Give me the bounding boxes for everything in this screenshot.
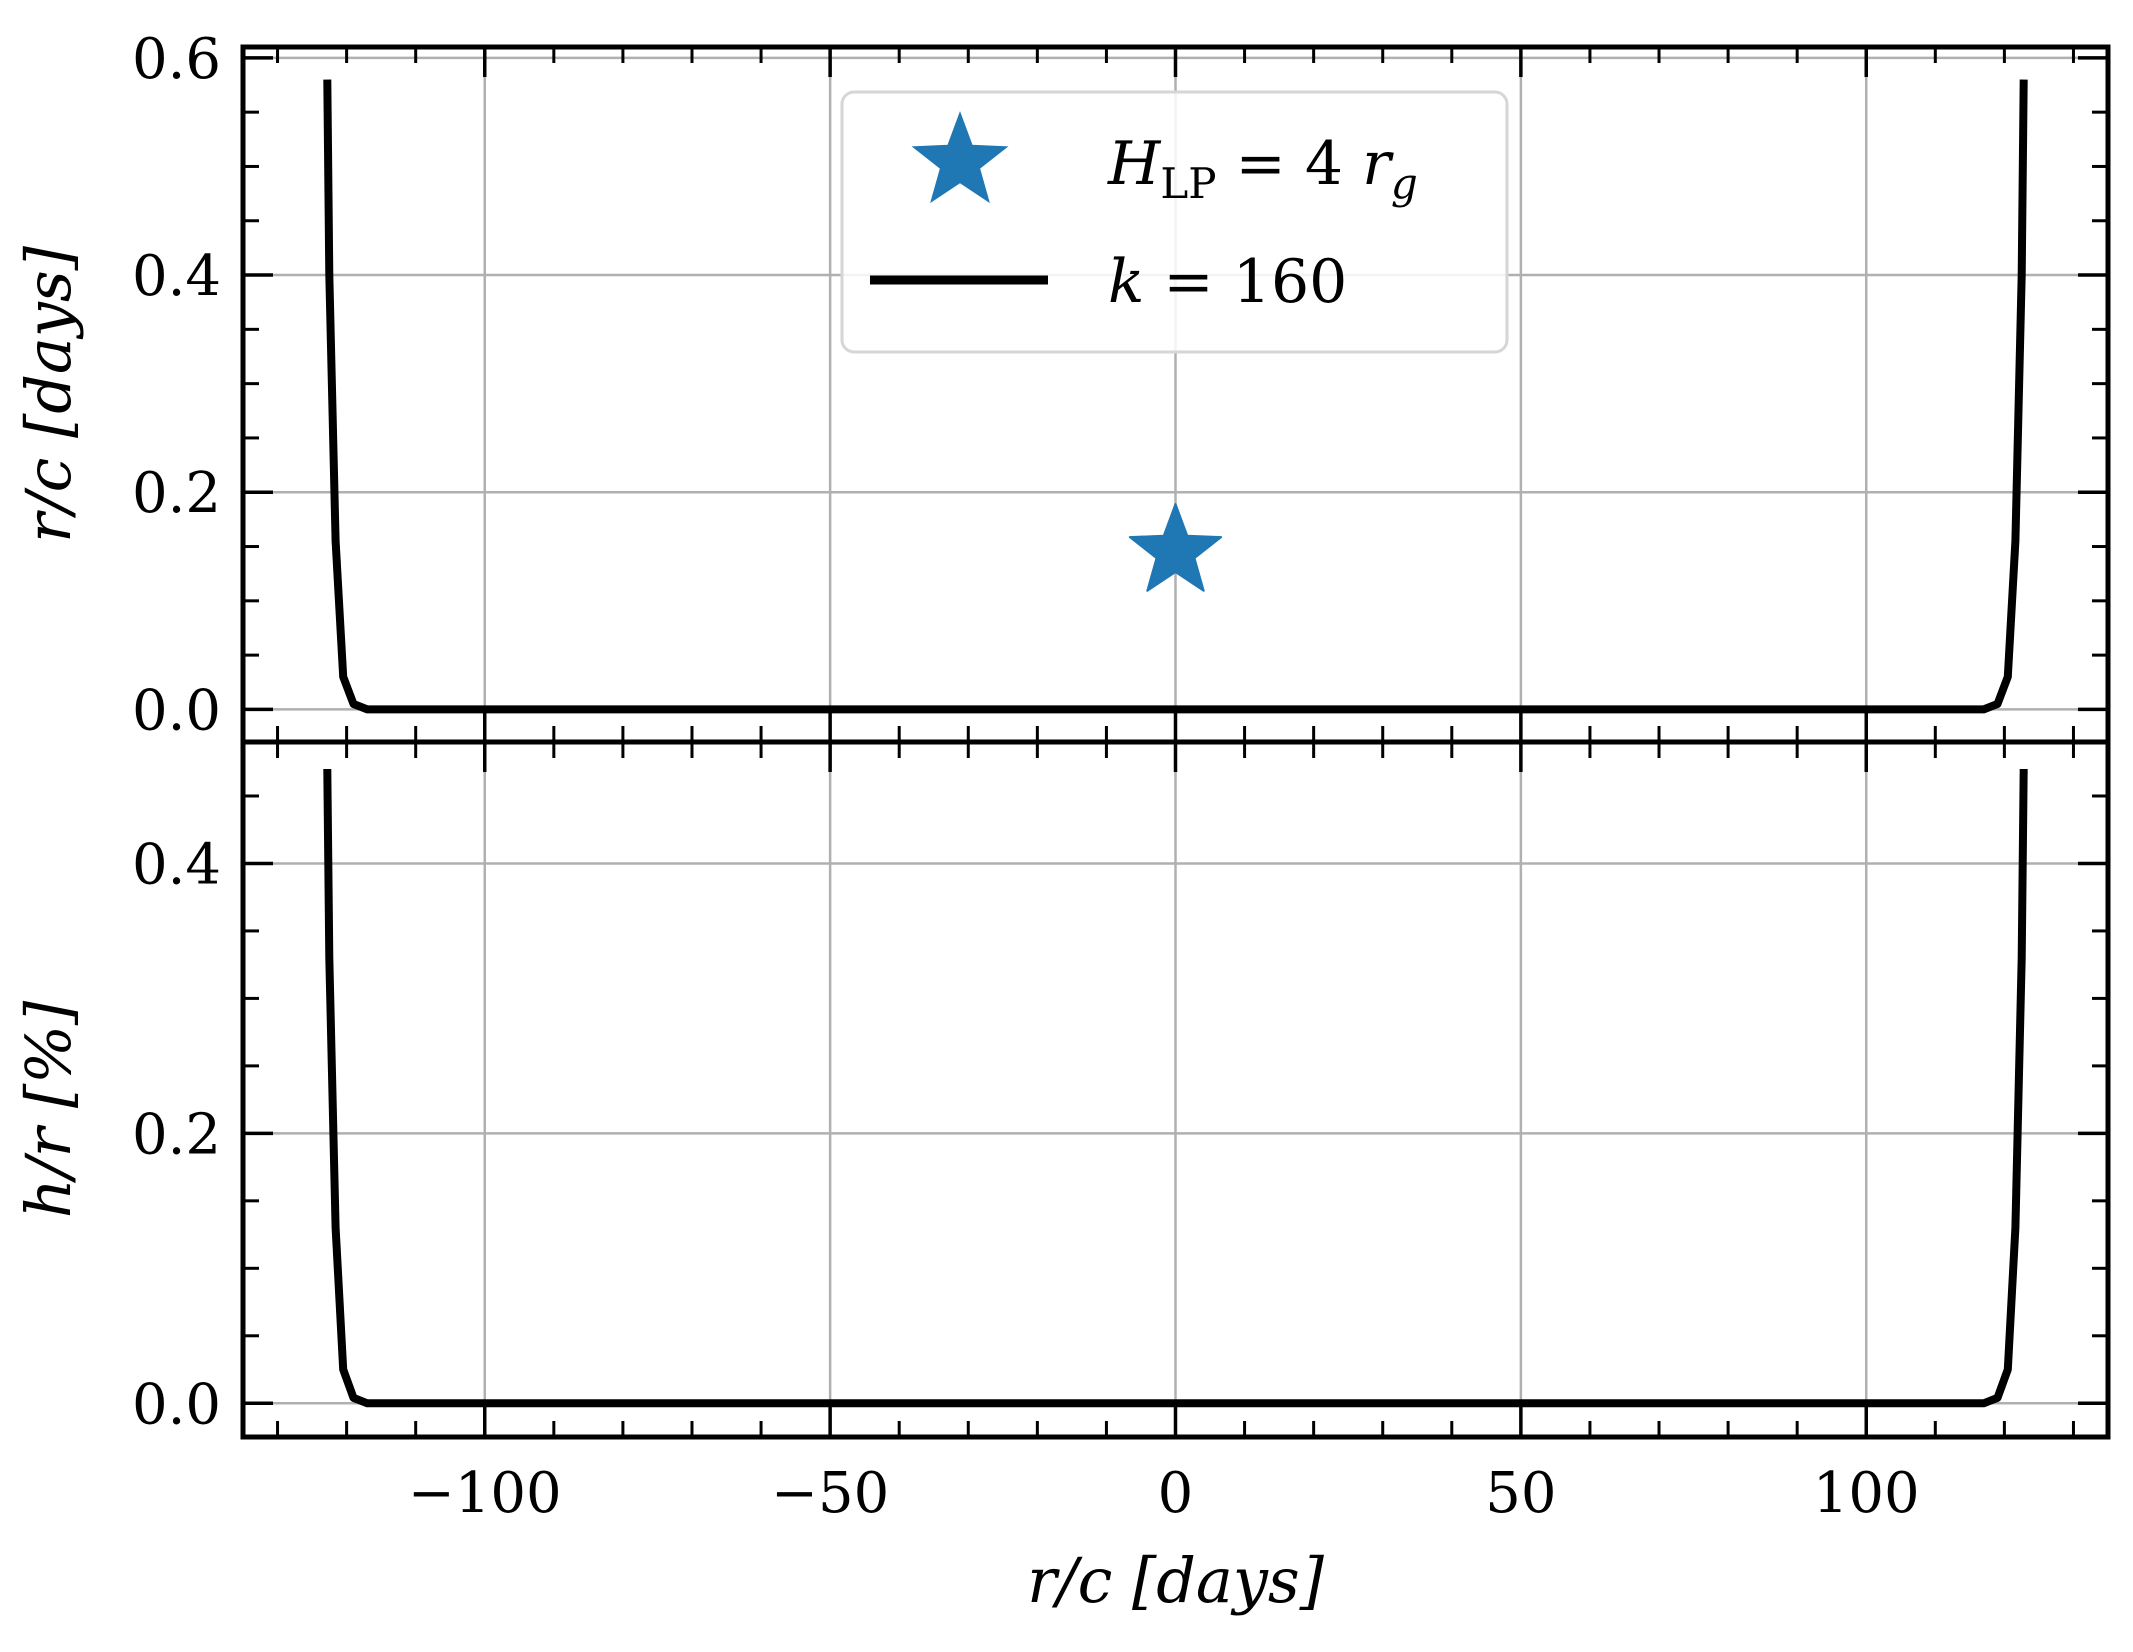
bottom-y-tick-label: 0.0 xyxy=(132,1372,221,1437)
top-y-tick-label: 0.0 xyxy=(132,678,221,743)
legend-label-equals: = 4 xyxy=(1216,129,1362,199)
bottom-panel: 0.0 0.2 0.4 −100 −50 0 50 100 h/r [%] r/c [day… xyxy=(12,739,2111,1617)
bottom-ticks xyxy=(243,742,2108,1437)
bottom-x-tick-labels: −100 −50 0 50 100 xyxy=(408,1461,1920,1526)
legend-label-symbol: H xyxy=(1107,129,1162,199)
legend-label: HLP = 4 rg xyxy=(1107,129,1418,208)
legend-box xyxy=(840,90,1509,354)
top-panel: 0.0 0.2 0.4 0.6 r/c [days] HLP = 4 rg k = 16… xyxy=(12,27,2111,745)
top-series-line-k160 xyxy=(323,79,2028,714)
top-y-tick-label: 0.6 xyxy=(132,27,221,92)
top-y-tick-labels: 0.0 0.2 0.4 0.6 xyxy=(132,27,221,744)
x-tick-label: 100 xyxy=(1813,1461,1920,1526)
legend-label-variable-subscript: g xyxy=(1391,159,1418,208)
bottom-y-axis-label: h/r [%] xyxy=(12,1000,85,1218)
legend-label-variable: r xyxy=(1362,129,1394,199)
bottom-series xyxy=(323,768,2028,1408)
bottom-series-line-k160 xyxy=(323,768,2028,1408)
bottom-plot-frame xyxy=(240,739,2111,1440)
top-series xyxy=(323,79,2028,714)
bottom-y-tick-labels: 0.0 0.2 0.4 xyxy=(132,832,221,1437)
legend-label-equals: = 160 xyxy=(1144,247,1347,317)
legend-items: HLP = 4 rg k = 160 xyxy=(870,111,1418,317)
bottom-y-tick-label: 0.2 xyxy=(132,1102,221,1167)
top-y-tick-label: 0.2 xyxy=(132,461,221,526)
legend-label: k = 160 xyxy=(1108,247,1347,317)
legend-label-subscript: LP xyxy=(1160,159,1216,208)
top-series-star-point xyxy=(1128,503,1223,592)
top-y-axis-label: r/c [days] xyxy=(12,245,85,543)
top-ticks xyxy=(243,47,2108,742)
x-tick-label: 50 xyxy=(1485,1461,1556,1526)
x-tick-label: −50 xyxy=(771,1461,889,1526)
x-axis-label: r/c [days] xyxy=(1027,1544,1325,1617)
legend-label-symbol: k xyxy=(1108,247,1144,317)
top-y-tick-label: 0.4 xyxy=(132,244,221,309)
x-tick-label: 0 xyxy=(1158,1461,1194,1526)
bottom-y-tick-label: 0.4 xyxy=(132,832,221,897)
x-tick-label: −100 xyxy=(408,1461,562,1526)
legend-star-marker xyxy=(911,111,1009,204)
legend: HLP = 4 rg k = 160 xyxy=(840,90,1509,354)
